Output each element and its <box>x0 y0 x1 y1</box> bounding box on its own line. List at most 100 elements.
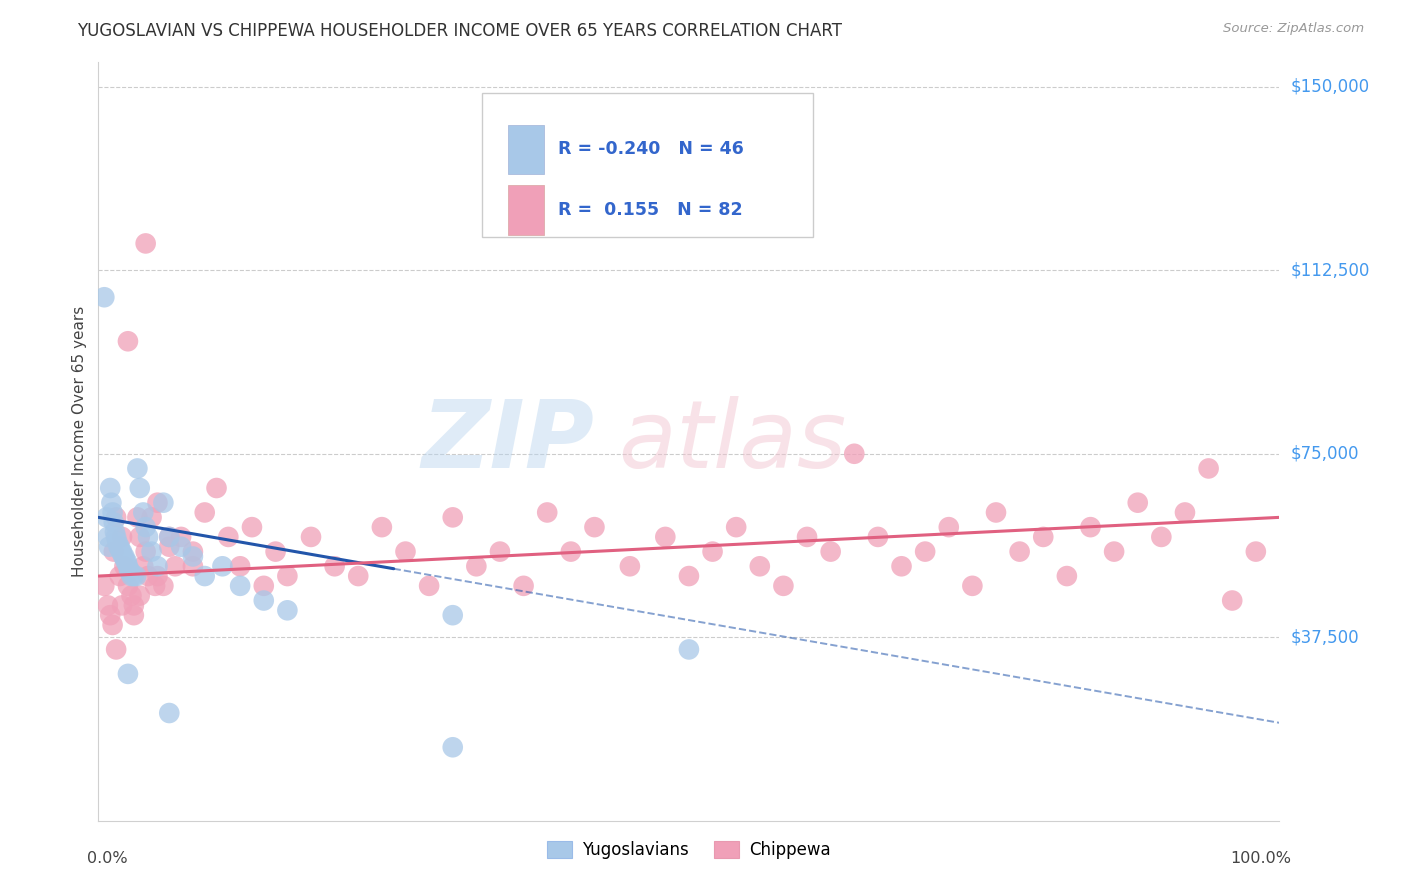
Point <box>465 559 488 574</box>
Point <box>114 554 136 568</box>
Text: 0.0%: 0.0% <box>87 851 127 866</box>
Point <box>132 559 155 574</box>
Point <box>146 559 169 574</box>
Point <box>141 544 163 558</box>
Point <box>135 544 157 558</box>
Text: atlas: atlas <box>619 396 846 487</box>
Point <box>181 549 204 564</box>
Point <box>157 706 180 720</box>
Point <box>772 579 794 593</box>
Point <box>211 559 233 574</box>
Point <box>418 579 440 593</box>
Point <box>844 447 866 461</box>
Point <box>127 461 149 475</box>
Point <box>441 608 464 623</box>
Point <box>678 642 700 657</box>
Point <box>583 520 606 534</box>
Point <box>796 530 818 544</box>
FancyBboxPatch shape <box>508 186 544 235</box>
Point <box>170 540 193 554</box>
Text: $37,500: $37,500 <box>1291 628 1360 646</box>
Point <box>1174 506 1197 520</box>
Point <box>205 481 228 495</box>
Point <box>157 530 180 544</box>
Point <box>127 510 149 524</box>
Point <box>98 481 121 495</box>
Point <box>1198 461 1220 475</box>
Point <box>323 559 346 574</box>
Point <box>117 559 139 574</box>
Point <box>105 642 128 657</box>
Text: Source: ZipAtlas.com: Source: ZipAtlas.com <box>1223 22 1364 36</box>
Point <box>93 579 115 593</box>
Point <box>264 544 287 558</box>
Point <box>276 603 298 617</box>
Point <box>181 544 204 558</box>
Point <box>103 544 125 558</box>
Point <box>914 544 936 558</box>
Point <box>725 520 748 534</box>
Point <box>122 608 145 623</box>
Point <box>143 579 166 593</box>
Text: $75,000: $75,000 <box>1291 445 1360 463</box>
Text: 100.0%: 100.0% <box>1230 851 1291 866</box>
Point <box>128 481 150 495</box>
Point <box>108 569 131 583</box>
Point <box>101 506 124 520</box>
Point <box>152 579 174 593</box>
Point <box>112 549 135 564</box>
Point <box>112 549 135 564</box>
Point <box>93 290 115 304</box>
Point <box>820 544 842 558</box>
Point <box>1080 520 1102 534</box>
Point <box>157 540 180 554</box>
Point <box>748 559 770 574</box>
Point <box>152 496 174 510</box>
Point <box>122 599 145 613</box>
Text: YUGOSLAVIAN VS CHIPPEWA HOUSEHOLDER INCOME OVER 65 YEARS CORRELATION CHART: YUGOSLAVIAN VS CHIPPEWA HOUSEHOLDER INCO… <box>77 22 842 40</box>
Point <box>136 569 159 583</box>
Point <box>702 544 724 558</box>
Point <box>678 569 700 583</box>
Point <box>299 530 322 544</box>
Point <box>194 506 217 520</box>
Point <box>128 589 150 603</box>
Point <box>371 520 394 534</box>
Point <box>111 544 134 558</box>
Text: ZIP: ZIP <box>422 395 595 488</box>
Point <box>101 618 124 632</box>
Point <box>217 530 239 544</box>
Point <box>1244 544 1267 558</box>
Point <box>866 530 889 544</box>
Point <box>103 515 125 529</box>
Point <box>1102 544 1125 558</box>
Text: R = -0.240   N = 46: R = -0.240 N = 46 <box>558 140 744 158</box>
Point <box>229 559 252 574</box>
Point <box>107 540 129 554</box>
Point <box>536 506 558 520</box>
Point <box>512 579 534 593</box>
FancyBboxPatch shape <box>508 125 544 174</box>
Point <box>938 520 960 534</box>
Point <box>441 740 464 755</box>
Point <box>146 496 169 510</box>
Point <box>111 530 134 544</box>
Point <box>121 589 143 603</box>
Point <box>97 599 120 613</box>
Point <box>136 530 159 544</box>
Point <box>962 579 984 593</box>
Point <box>560 544 582 558</box>
Point <box>117 666 139 681</box>
Point <box>104 524 127 539</box>
Point <box>181 559 204 574</box>
Point <box>194 569 217 583</box>
Point <box>112 559 135 574</box>
Point <box>98 540 121 554</box>
Point <box>105 510 128 524</box>
Point <box>122 569 145 583</box>
Point <box>128 530 150 544</box>
Point <box>110 544 132 558</box>
FancyBboxPatch shape <box>482 93 813 236</box>
Point <box>1032 530 1054 544</box>
Point <box>1150 530 1173 544</box>
